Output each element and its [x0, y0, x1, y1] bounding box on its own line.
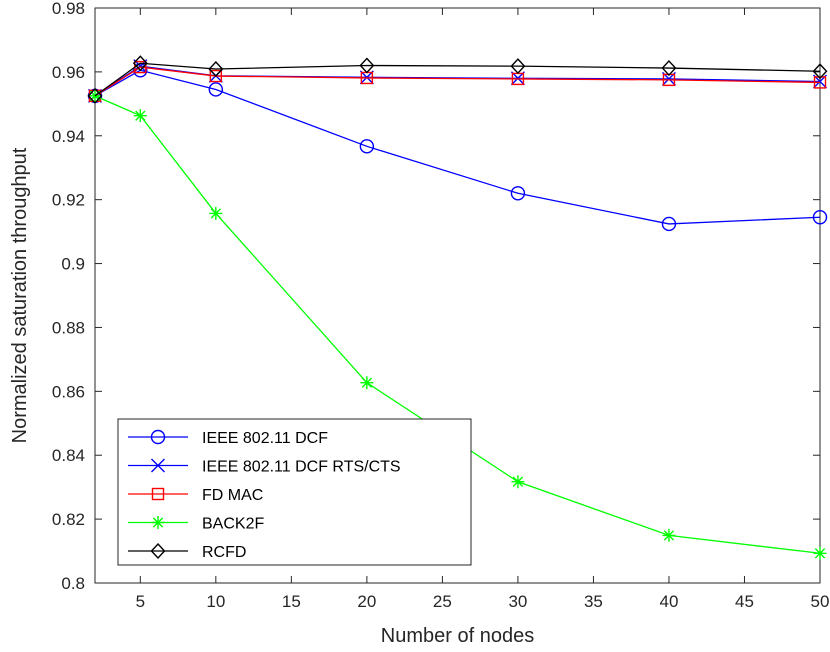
plot-series — [87, 55, 828, 560]
series-line — [94, 69, 821, 225]
x-tick-label: 40 — [659, 592, 678, 611]
data-point — [87, 87, 103, 104]
legend-marker — [151, 487, 165, 501]
y-tick-label: 0.82 — [52, 510, 85, 529]
data-point — [209, 206, 223, 220]
legend-label: FD MAC — [202, 487, 263, 504]
y-tick-label: 0.8 — [61, 574, 85, 593]
data-point — [813, 76, 827, 89]
data-point — [662, 528, 676, 542]
legend-marker — [150, 429, 166, 445]
legend-marker — [151, 458, 165, 473]
legend-entry: FD MAC — [128, 487, 263, 504]
x-tick-label: 25 — [433, 592, 452, 611]
legend-marker — [150, 542, 166, 560]
data-point — [661, 60, 677, 77]
plot-area-frame — [94, 7, 821, 584]
legend-label: BACK2F — [202, 516, 264, 533]
legend-label: RCFD — [202, 544, 246, 561]
data-point — [132, 55, 148, 72]
series-line — [94, 66, 821, 97]
legend-entry: RCFD — [128, 542, 246, 561]
y-tick-label: 0.98 — [52, 0, 85, 18]
series-ieee-802-11-dcf — [87, 63, 828, 232]
x-tick-label: 20 — [357, 592, 376, 611]
data-point — [812, 210, 828, 225]
legend-entry: IEEE 802.11 DCF RTS/CTS — [128, 459, 401, 476]
data-point — [359, 57, 375, 74]
data-point — [813, 546, 827, 560]
x-tick-label: 15 — [282, 592, 301, 611]
axes: 5 10 15 20 25 30 35 40 45 50 0.8 0.82 0.84 0.86 0.88 0.… — [52, 0, 830, 611]
data-point — [209, 69, 223, 83]
y-axis-title: Normalized saturation throughput — [9, 147, 31, 443]
x-tick-label: 35 — [584, 592, 603, 611]
x-tick-label: 50 — [811, 592, 830, 611]
x-tick-label: 5 — [136, 592, 145, 611]
y-tick-label: 0.86 — [52, 382, 85, 401]
y-tick-label: 0.94 — [52, 127, 85, 146]
y-tick-label: 0.9 — [61, 255, 85, 274]
y-tick-label: 0.96 — [52, 63, 85, 82]
y-tick-label: 0.88 — [52, 318, 85, 337]
legend-label: IEEE 802.11 DCF RTS/CTS — [202, 459, 401, 476]
data-point — [359, 139, 375, 154]
y-tick-label: 0.84 — [52, 446, 85, 465]
data-point — [208, 82, 224, 97]
x-tick-label: 45 — [735, 592, 754, 611]
series-rcfd — [87, 55, 828, 104]
data-point — [133, 109, 147, 123]
legend: IEEE 802.11 DCF IEEE 802.11 DCF RTS/CTS FD… — [117, 418, 472, 566]
data-point — [510, 58, 526, 75]
legend-box — [117, 418, 472, 566]
legend-marker — [151, 516, 165, 529]
data-point — [360, 376, 374, 390]
y-tick-label: 0.92 — [52, 191, 85, 210]
data-point — [812, 63, 828, 80]
data-point — [510, 186, 526, 201]
legend-entry: BACK2F — [128, 516, 264, 533]
legend-label: IEEE 802.11 DCF — [202, 430, 328, 447]
x-tick-label: 10 — [206, 592, 225, 611]
data-point — [511, 475, 525, 489]
x-axis-title: Number of nodes — [381, 625, 534, 647]
series-line — [94, 62, 821, 97]
data-point — [208, 60, 224, 78]
legend-entry: IEEE 802.11 DCF — [128, 429, 328, 447]
data-point — [661, 216, 677, 232]
x-tick-label: 30 — [508, 592, 527, 611]
